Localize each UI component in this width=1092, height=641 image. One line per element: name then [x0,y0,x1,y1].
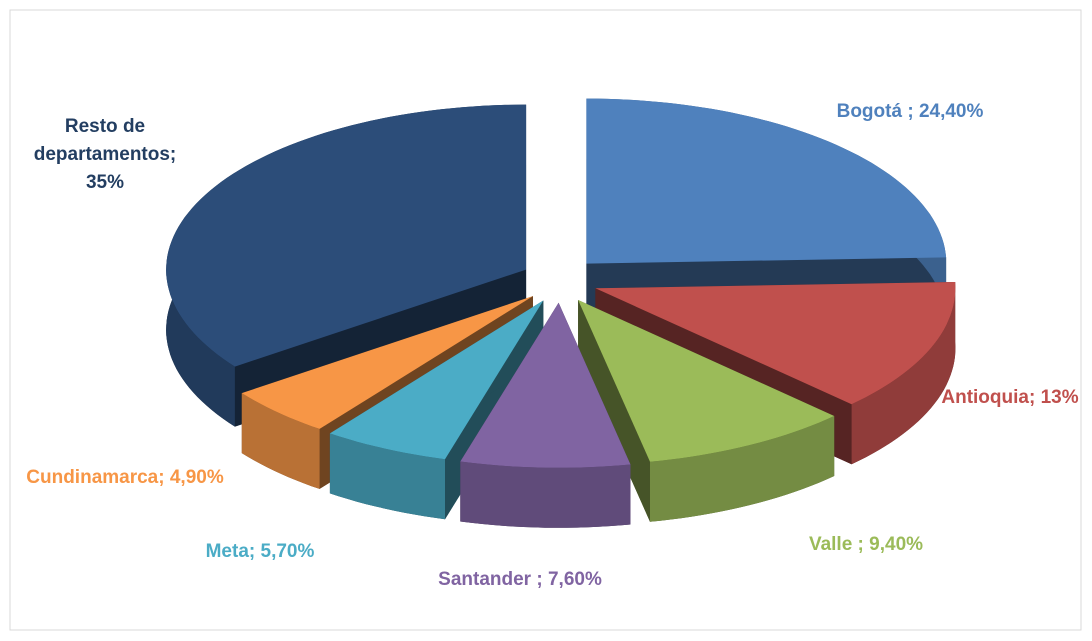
data-label: Antioquia; 13% [910,384,1092,412]
data-label: Santander ; 7,60% [400,566,640,594]
value-label: 13% [1040,387,1079,408]
slice [578,300,835,522]
slice-wall [241,393,320,489]
category-label: Antioquia; [941,387,1036,408]
slice-top [241,296,534,429]
data-label: Cundinamarca; 4,90% [25,464,225,492]
value-label: 5,70% [260,541,315,562]
value-label: 9,40% [869,534,924,555]
slice [586,98,947,324]
slice-wall [851,282,956,465]
category-label: Santander ; [438,569,543,590]
category-label: Meta; [205,541,256,562]
slice-top [578,300,835,462]
category-label: Resto de departamentos; [33,116,177,165]
value-label: 4,90% [169,467,224,488]
slice-wall [650,416,835,522]
slice-wall [460,461,631,528]
slice-wall [329,433,445,520]
category-label: Bogotá ; [836,101,914,122]
category-label: Valle ; [808,534,864,555]
slice-top [166,104,527,367]
slice-side [578,300,650,522]
value-label: 35% [85,172,125,193]
category-label: Cundinamarca; [26,467,165,488]
value-label: 7,60% [547,569,602,590]
data-label: Valle ; 9,40% [766,531,966,559]
slice-top [586,98,947,264]
slice-top [329,300,544,460]
slice-top [460,302,631,468]
data-label: Resto de departamentos; 35% [20,113,190,197]
slice [460,302,631,528]
slice-top [595,282,956,405]
data-label: Meta; 5,70% [160,538,360,566]
value-label: 24,40% [918,101,984,122]
data-label: Bogotá ; 24,40% [760,98,1060,126]
